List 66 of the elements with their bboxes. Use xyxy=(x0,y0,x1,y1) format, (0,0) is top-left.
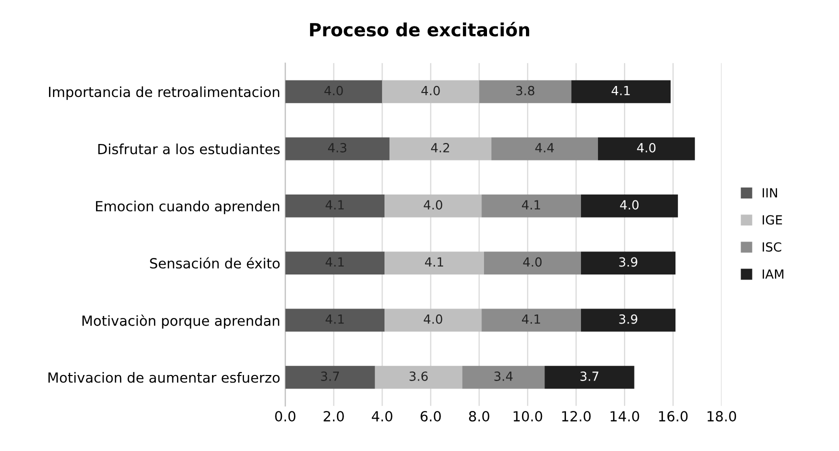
x-tick-label: 12.0 xyxy=(562,411,591,422)
data-label: 3.9 xyxy=(619,257,638,267)
legend-label: ISC xyxy=(762,242,782,252)
legend-label: IIN xyxy=(762,188,778,198)
bar xyxy=(462,366,545,389)
x-tick-label: 2.0 xyxy=(324,411,344,422)
legend-label: IGE xyxy=(762,215,782,225)
bar xyxy=(571,80,671,104)
bar xyxy=(285,80,382,104)
data-label: 4.0 xyxy=(523,257,542,267)
x-tick-label: 14.0 xyxy=(610,411,640,422)
bar xyxy=(491,137,598,160)
y-tick-label: Disfrutar a los estudiantes xyxy=(98,144,280,154)
data-label: 3.6 xyxy=(410,372,428,381)
bar xyxy=(285,366,375,389)
bar xyxy=(285,308,385,332)
data-label: 3.9 xyxy=(619,314,638,324)
x-tick-label: 8.0 xyxy=(469,411,490,422)
bar xyxy=(580,252,676,275)
bar xyxy=(484,252,581,275)
bar xyxy=(580,308,676,332)
bar xyxy=(544,366,634,389)
chart-title: Proceso de excitación xyxy=(310,22,530,37)
bar xyxy=(389,137,492,160)
data-label: 4.1 xyxy=(522,314,540,324)
bar xyxy=(374,366,462,389)
x-tick-label: 16.0 xyxy=(659,411,688,422)
data-label: 4.0 xyxy=(324,86,343,96)
bar xyxy=(285,137,390,160)
data-label: 4.1 xyxy=(522,200,540,210)
bar xyxy=(482,194,581,218)
data-label: 3.4 xyxy=(494,372,513,381)
x-tick-label: 18.0 xyxy=(708,411,736,422)
data-label: 3.7 xyxy=(580,372,598,381)
data-label: 4.0 xyxy=(421,86,440,96)
legend-label: IAM xyxy=(762,270,784,279)
bar xyxy=(285,252,385,275)
y-tick-label: Emocion cuando aprenden xyxy=(96,200,280,214)
bar xyxy=(285,194,385,218)
data-label: 3.8 xyxy=(516,86,534,96)
x-tick-label: 0.0 xyxy=(275,411,296,422)
x-tick-label: 6.0 xyxy=(420,411,441,422)
y-tick-label: Importancia de retroalimentacion xyxy=(49,86,280,100)
bar xyxy=(598,137,695,160)
data-label: 4.3 xyxy=(328,143,346,152)
data-label: 4.4 xyxy=(535,143,554,152)
bar xyxy=(580,194,678,218)
y-tick-label: Sensación de éxito xyxy=(150,257,280,269)
y-tick-label: Motivaciòn porque aprendan xyxy=(82,314,280,329)
bar xyxy=(482,308,581,332)
bar xyxy=(384,252,484,275)
data-label: 4.0 xyxy=(424,200,442,210)
data-label: 4.0 xyxy=(620,200,639,210)
bar xyxy=(384,194,482,218)
data-label: 4.2 xyxy=(431,143,450,152)
data-label: 4.1 xyxy=(424,257,444,267)
data-label: 4.1 xyxy=(326,314,344,324)
data-label: 4.0 xyxy=(424,314,442,324)
x-tick-label: 10.0 xyxy=(514,411,542,422)
y-tick-label: Motivacion de aumentar esfuerzo xyxy=(48,372,280,383)
x-tick-label: 4.0 xyxy=(372,411,392,422)
bar xyxy=(384,308,482,332)
data-label: 4.1 xyxy=(612,86,630,96)
bar xyxy=(479,80,572,104)
bar xyxy=(382,80,480,104)
data-label: 4.0 xyxy=(637,143,656,152)
